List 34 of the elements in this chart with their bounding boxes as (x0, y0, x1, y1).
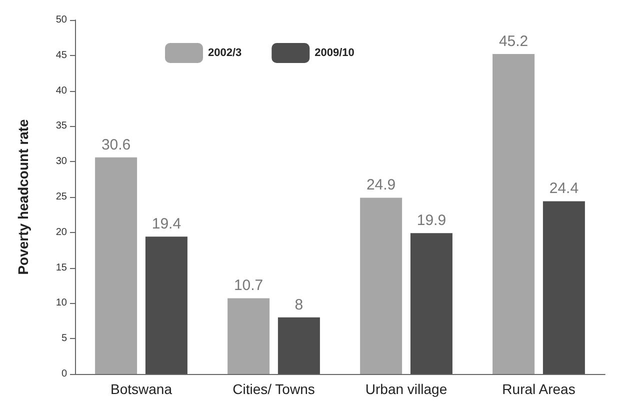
legend-label: 2002/3 (208, 47, 242, 59)
bar (360, 198, 402, 374)
data-label: 30.6 (101, 136, 131, 154)
bar (95, 157, 138, 374)
x-tick-label: Botswana (110, 381, 172, 397)
x-tick-label: Rural Areas (502, 381, 576, 397)
y-tick-label: 45 (56, 50, 68, 61)
data-label: 10.7 (234, 277, 264, 294)
data-label: 8 (294, 296, 304, 314)
y-tick-label: 15 (56, 262, 68, 274)
bar (278, 317, 320, 374)
y-axis-title: Poverty headcount rate (15, 118, 31, 275)
y-tick-label: 30 (56, 156, 68, 168)
y-tick-label: 50 (56, 14, 68, 26)
legend-label: 2009/10 (314, 47, 354, 59)
bar (542, 201, 585, 374)
data-label: 24.4 (549, 180, 579, 198)
bar (410, 233, 452, 374)
y-tick-label: 10 (56, 298, 68, 309)
y-tick-label: 25 (56, 192, 68, 202)
y-tick-label: 20 (56, 226, 68, 238)
y-tick-label: 40 (56, 85, 68, 96)
y-tick-label: 5 (61, 333, 68, 344)
bar (228, 298, 270, 374)
x-tick-label: Urban village (365, 381, 448, 397)
bar (145, 236, 188, 374)
data-label: 19.9 (416, 212, 446, 230)
y-tick-label: 0 (61, 368, 68, 380)
x-tick-label: Cities/ Towns (232, 381, 315, 397)
data-label: 19.4 (152, 216, 182, 233)
data-label: 45.2 (498, 32, 528, 50)
bar (492, 54, 535, 374)
y-tick-label: 35 (56, 120, 68, 132)
data-label: 24.9 (366, 176, 396, 194)
